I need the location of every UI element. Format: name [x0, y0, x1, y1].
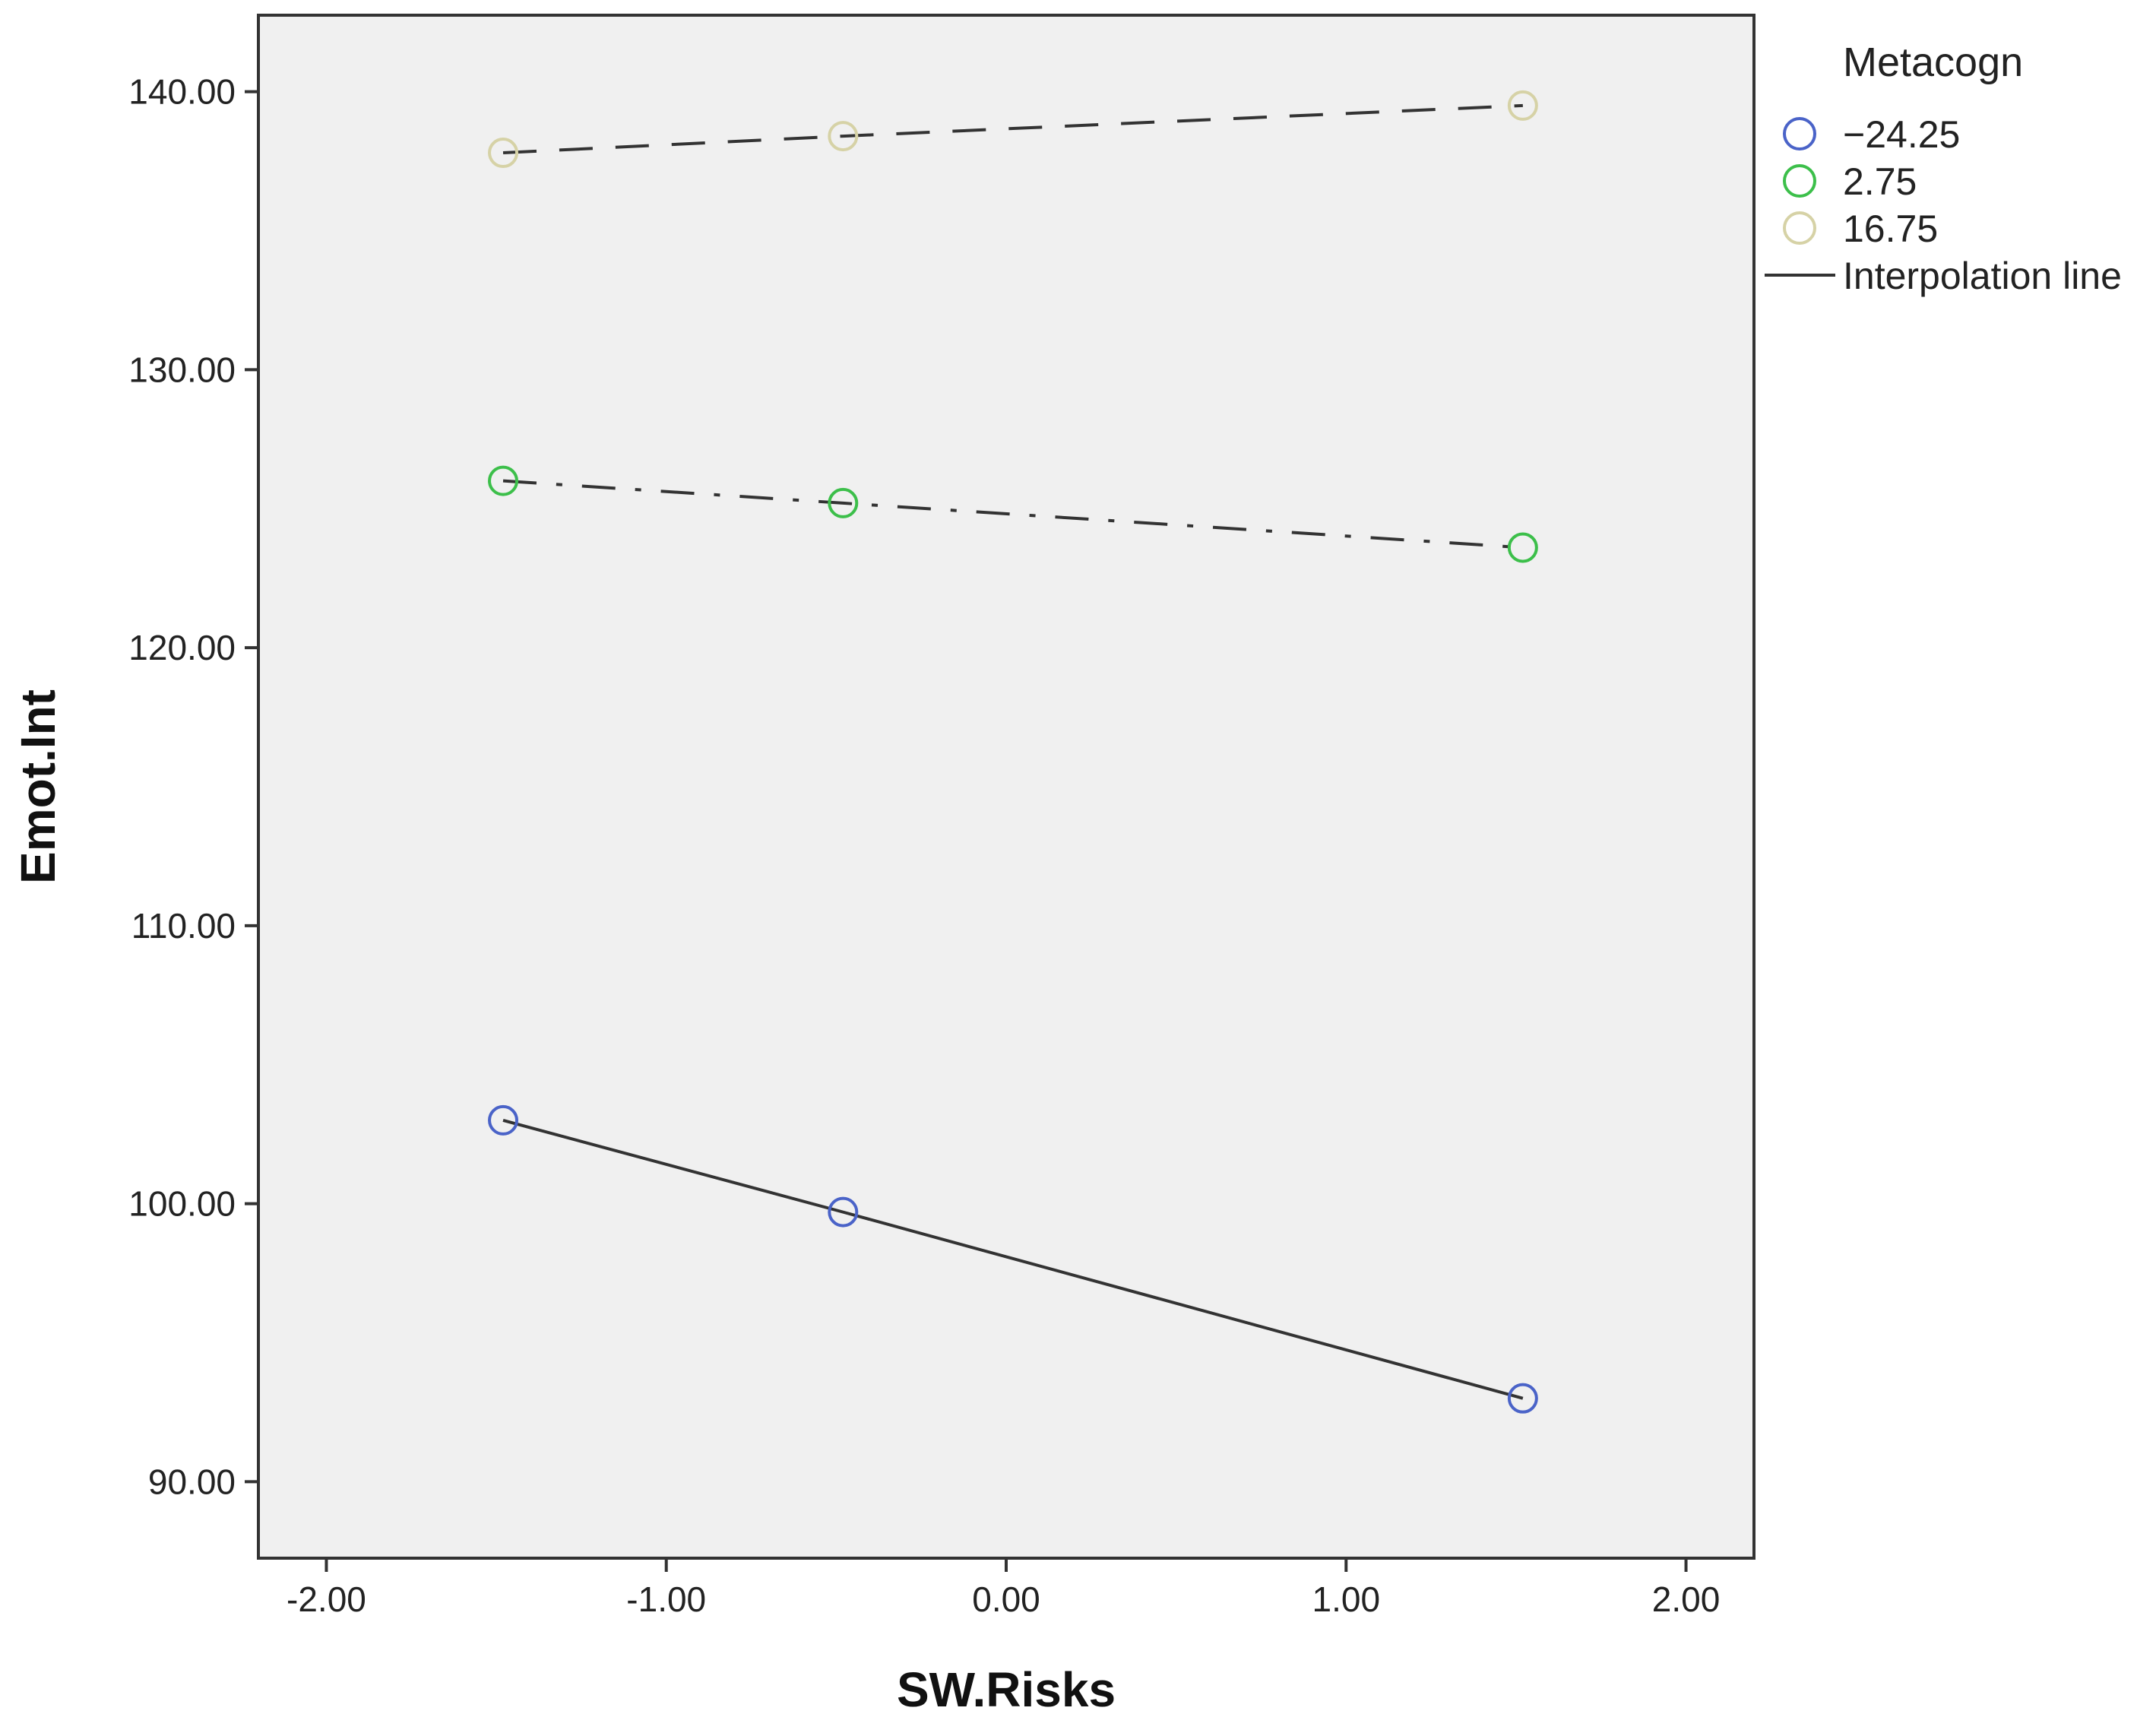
series-line	[502, 1118, 1524, 1400]
data-point	[1507, 1383, 1538, 1414]
y-tick-label: 110.00	[131, 906, 236, 946]
legend-marker	[1783, 211, 1816, 245]
x-axis: -2.00 -1.00 0.00 1.00 2.00	[287, 1558, 1720, 1619]
data-point	[1507, 532, 1538, 563]
y-tick-label: 130.00	[128, 350, 236, 389]
legend-label: 2.75	[1843, 160, 1917, 203]
data-point	[488, 138, 519, 169]
x-axis-title: SW.Risks	[897, 1662, 1116, 1717]
series-lines	[502, 103, 1524, 1400]
x-tick-label: 2.00	[1652, 1579, 1721, 1619]
legend-title: Metacogn	[1843, 40, 2023, 85]
y-tick-label: 140.00	[128, 72, 236, 112]
y-tick-label: 90.00	[148, 1462, 236, 1501]
series-points	[488, 90, 1538, 1414]
data-point	[1507, 90, 1538, 121]
x-tick-label: -1.00	[626, 1579, 706, 1619]
series-line	[502, 479, 1523, 550]
legend-label: −24.25	[1843, 113, 1960, 156]
data-point	[488, 1104, 519, 1136]
legend-interpolation-label: Interpolation line	[1843, 255, 2122, 297]
x-tick-label: 1.00	[1312, 1579, 1381, 1619]
data-point	[828, 1196, 859, 1228]
y-tick-label: 120.00	[128, 628, 236, 667]
y-axis-title: Emot.Int	[11, 689, 65, 884]
legend: Metacogn −24.252.75 16.75 Interpolation l…	[1765, 40, 2122, 297]
series-line	[502, 103, 1523, 155]
x-tick-label: -2.00	[287, 1579, 366, 1619]
data-point	[828, 121, 859, 152]
data-point	[488, 465, 519, 496]
x-tick-label: 0.00	[972, 1579, 1040, 1619]
plot-area	[257, 14, 1756, 1560]
legend-items: −24.252.75 16.75	[1783, 113, 1960, 250]
y-tick-label: 100.00	[128, 1184, 236, 1224]
legend-marker	[1783, 117, 1816, 150]
data-point	[828, 487, 859, 518]
y-axis: 90.00 100.00 110.00 120.00 130.00 140.00	[128, 72, 258, 1501]
legend-label: 16.75	[1843, 208, 1938, 250]
legend-marker	[1783, 164, 1816, 198]
